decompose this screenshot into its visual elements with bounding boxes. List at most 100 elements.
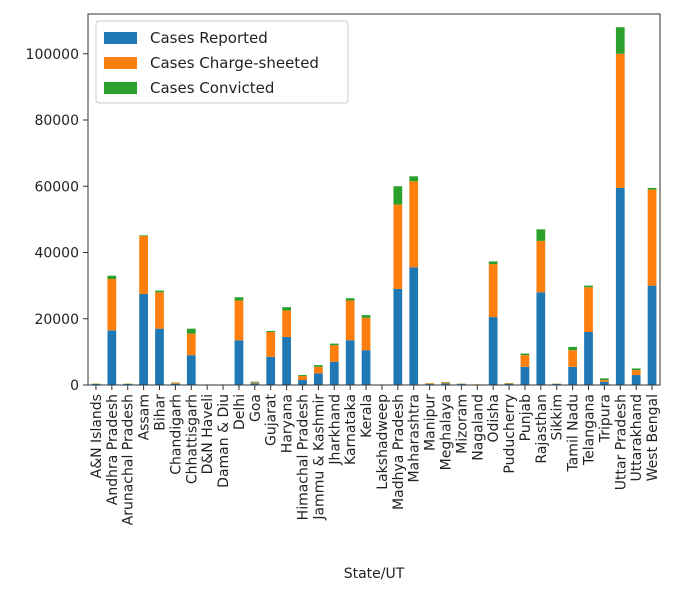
- x-tick-label: Nagaland: [470, 394, 486, 461]
- bar-chargesheeted: [250, 382, 260, 384]
- x-tick-label: Lakshadweep: [375, 394, 391, 490]
- bar-chargesheeted: [568, 350, 577, 367]
- x-tick-label: West Bengal: [645, 394, 661, 481]
- bar-reported: [647, 285, 657, 386]
- x-tick-label: Madhya Pradesh: [391, 394, 407, 510]
- bar-reported: [520, 366, 530, 385]
- x-tick-label: Andhra Pradesh: [105, 394, 121, 505]
- y-axis: 0 20000 40000 60000 80000 100000: [26, 47, 88, 394]
- bar-convicted: [345, 298, 355, 301]
- y-tick-label: 20000: [34, 312, 79, 328]
- x-tick-label: Sikkim: [550, 394, 566, 441]
- x-tick-label: Uttarakhand: [629, 394, 645, 481]
- bar-chargesheeted: [504, 383, 514, 384]
- x-tick-label: Meghalaya: [439, 394, 455, 470]
- bar-convicted: [155, 290, 164, 293]
- bar-convicted: [647, 187, 657, 190]
- legend-label: Cases Charge-sheeted: [150, 54, 319, 72]
- bar-reported: [393, 288, 403, 385]
- bar-chargesheeted: [425, 383, 434, 384]
- x-tick-label: Himachal Pradesh: [296, 394, 312, 520]
- bar-chargesheeted: [139, 235, 148, 294]
- x-tick-label: Arunachal Pradesh: [121, 394, 137, 525]
- x-tick-label: Assam: [137, 394, 153, 440]
- x-tick-label: Daman & Diu: [216, 394, 232, 488]
- bar-chargesheeted: [631, 370, 641, 376]
- bar-reported: [361, 350, 371, 385]
- bar-chargesheeted: [361, 317, 371, 351]
- bar-reported: [107, 330, 117, 385]
- bar-convicted: [520, 353, 530, 356]
- legend-swatch: [104, 57, 137, 69]
- bar-reported: [488, 317, 498, 385]
- x-tick-label: Chhattisgarh: [184, 394, 200, 484]
- bar-convicted: [536, 229, 546, 241]
- bar-chargesheeted: [155, 292, 164, 329]
- bar-reported: [615, 187, 625, 385]
- bar-reported: [155, 328, 164, 385]
- x-tick-label: Telangana: [582, 394, 598, 466]
- bar-convicted: [631, 368, 641, 371]
- bar-chargesheeted: [107, 279, 117, 331]
- bar-reported: [250, 383, 260, 385]
- bar-chargesheeted: [600, 380, 609, 382]
- y-tick-label: 0: [70, 378, 79, 394]
- bar-chargesheeted: [186, 333, 196, 356]
- bar-reported: [266, 356, 276, 385]
- bar-convicted: [329, 343, 339, 346]
- plot-frame: [87, 13, 661, 386]
- y-tick-label: 80000: [34, 113, 79, 129]
- x-tick-label: Bihar: [153, 394, 169, 431]
- x-tick-label: Mizoram: [454, 394, 470, 454]
- bar-reported: [345, 340, 355, 385]
- bar-chargesheeted: [329, 345, 339, 362]
- x-tick-label: Goa: [248, 394, 264, 422]
- x-tick-label: Delhi: [232, 394, 248, 430]
- bar-reported: [409, 267, 419, 385]
- bar-convicted: [615, 27, 625, 54]
- bar-reported: [171, 383, 180, 385]
- x-tick-label: Chandigarh: [168, 394, 184, 475]
- bar-reported: [234, 340, 244, 385]
- bar-reported: [584, 332, 593, 385]
- bar-convicted: [393, 186, 403, 205]
- bar-chargesheeted: [536, 240, 546, 293]
- bar-chargesheeted: [345, 300, 355, 341]
- bar-convicted: [568, 346, 577, 351]
- bar-reported: [298, 380, 307, 385]
- bar-chargesheeted: [234, 300, 244, 341]
- bar-reported: [536, 292, 546, 385]
- legend-box: [95, 20, 349, 104]
- bar-chargesheeted: [441, 382, 450, 384]
- bar-reported: [282, 336, 291, 385]
- bar-chargesheeted: [314, 366, 323, 374]
- bar-reported: [314, 373, 323, 385]
- x-axis-label: State/UT: [344, 566, 405, 582]
- bar-convicted: [409, 176, 419, 182]
- bar-chargesheeted: [409, 181, 419, 268]
- bar-chargesheeted: [584, 287, 593, 332]
- x-tick-label: Odisha: [486, 394, 502, 443]
- bar-reported: [329, 361, 339, 385]
- bar-convicted: [186, 328, 196, 334]
- y-tick-label: 40000: [34, 246, 79, 262]
- x-tick-label: Manipur: [423, 394, 439, 451]
- x-tick-label: Tripura: [597, 394, 613, 443]
- bar-reported: [186, 355, 196, 385]
- x-tick-label: Rajasthan: [534, 394, 550, 464]
- bars-layer: [91, 27, 657, 386]
- legend-swatch: [104, 82, 137, 94]
- x-tick-label: Uttar Pradesh: [613, 394, 629, 490]
- bar-convicted: [600, 378, 609, 381]
- bar-reported: [441, 383, 450, 385]
- bar-convicted: [584, 285, 593, 288]
- x-tick-label: Punjab: [518, 394, 534, 441]
- bar-convicted: [139, 235, 148, 236]
- bar-reported: [631, 375, 641, 385]
- y-tick-label: 60000: [34, 179, 79, 195]
- x-tick-label: A&N Islands: [89, 394, 105, 478]
- bar-convicted: [282, 307, 291, 311]
- bar-convicted: [266, 331, 276, 332]
- bar-chargesheeted: [520, 355, 530, 367]
